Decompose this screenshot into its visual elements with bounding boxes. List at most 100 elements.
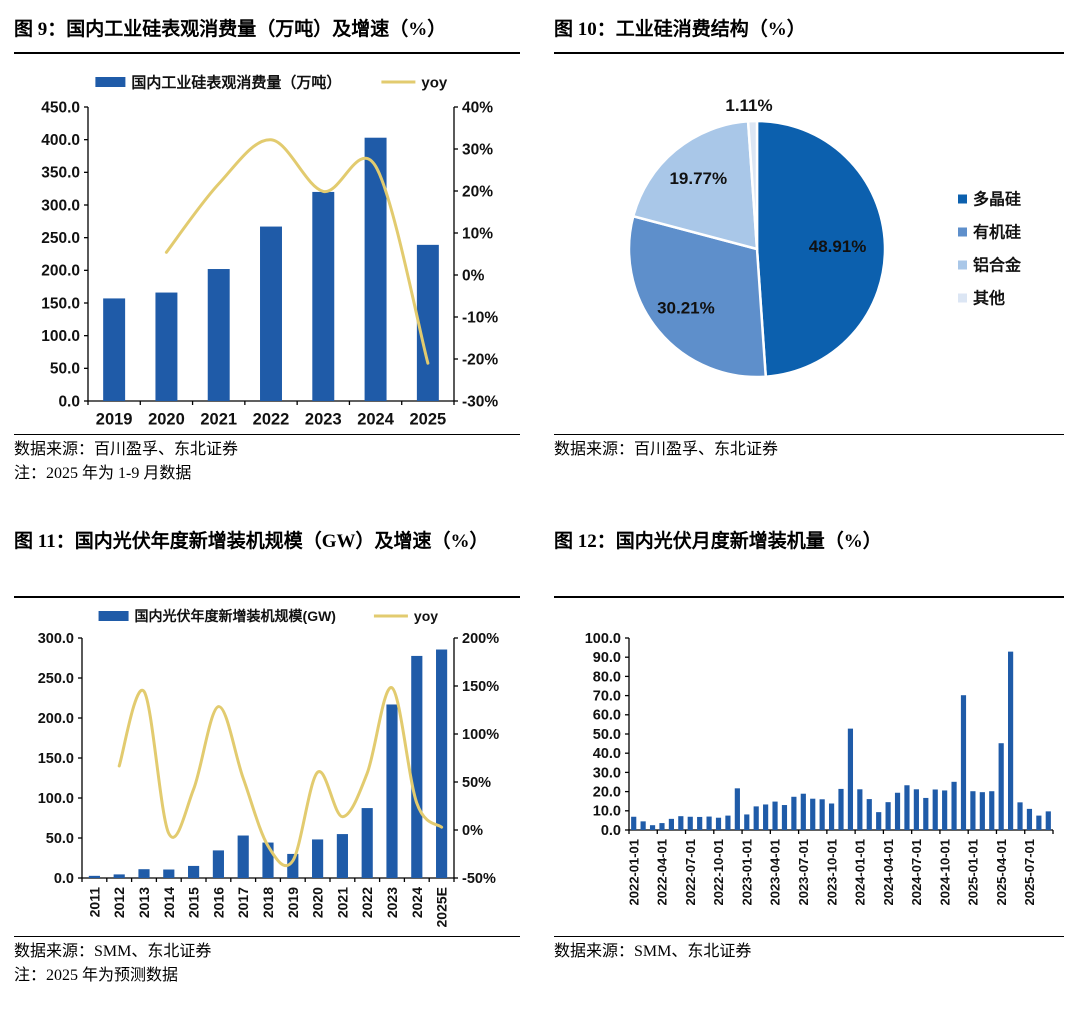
left-axis-label: 250.0 (38, 671, 74, 687)
bar-2022-01-01 (631, 816, 637, 830)
figure9-chart-area: 0.0 50.0 100.0 150.0 200.0 250.0 300.0 350.0 400… (14, 54, 520, 434)
bar-2025-01-01 (970, 791, 976, 830)
x-axis-label: 2023-04-01 (768, 839, 783, 906)
right-axis-label: 30% (462, 141, 493, 158)
pie-slice-有机硅 (627, 214, 768, 379)
figure-12: 图 12：国内光伏月度新增装机量（%） 0.0 10.0 20.0 30.0 40.0 5… (554, 528, 1064, 964)
left-axis-label: 50.0 (46, 831, 74, 847)
x-axis-label: 2014 (161, 887, 177, 918)
figure9-note: 注：2025 年为 1-9 月数据 (14, 465, 192, 482)
left-axis-label: 40.0 (593, 746, 621, 762)
pie-slice-其他 (746, 119, 759, 251)
bar-2023-10-01 (828, 803, 835, 830)
right-axis-label: -30% (462, 393, 498, 410)
figure11-chart-area: 0.0 50.0 100.0 150.0 200.0 250.0 300.0 -50% 0% 50… (14, 598, 520, 936)
bar-2024-01-01 (857, 789, 863, 830)
pie-label-多晶硅: 48.91% (809, 237, 867, 256)
left-axis-label: 60.0 (593, 708, 621, 724)
figure9-source: 数据来源：百川盈孚、东北证券 (14, 441, 239, 458)
left-axis-label: 0.0 (54, 871, 74, 887)
figure10-source-block: 数据来源：百川盈孚、东北证券 (554, 434, 1064, 462)
bar-2018 (262, 842, 274, 878)
bar-2025-02-01 (979, 792, 985, 830)
bar-2022-03-01 (649, 825, 656, 830)
bar-2022 (361, 808, 373, 878)
x-axis-label: 2012 (111, 887, 127, 918)
bar-2024-10-01 (942, 790, 948, 830)
left-axis-label: 70.0 (593, 689, 621, 705)
x-axis-label: 2023-10-01 (824, 839, 839, 906)
left-axis-label: 30.0 (593, 765, 621, 781)
x-axis-label: 2021 (334, 887, 350, 918)
left-axis-label: 450.0 (41, 99, 80, 116)
legend-swatch-有机硅 (958, 227, 967, 237)
right-axis-label: 100% (462, 727, 499, 743)
bar-2023-04-01 (772, 801, 778, 830)
left-axis-label: 350.0 (41, 165, 80, 182)
figure10-source: 数据来源：百川盈孚、东北证券 (554, 441, 779, 458)
right-axis-label: 0% (462, 267, 485, 284)
x-axis-label: 2024-10-01 (937, 839, 952, 906)
x-axis-label: 2021 (200, 411, 237, 429)
bar-2023-05-01 (781, 805, 788, 830)
x-axis-label: 2025 (409, 411, 446, 429)
right-axis-label: -10% (462, 309, 498, 326)
legend-label-多晶硅: 多晶硅 (973, 190, 1021, 209)
x-axis-label: 2022-04-01 (655, 839, 670, 906)
bar-2023-08-01 (810, 798, 816, 830)
left-axis-label: 400.0 (41, 132, 80, 149)
x-axis-label: 2019 (285, 887, 301, 918)
left-axis-label: 250.0 (41, 230, 80, 247)
yoy-line (117, 686, 444, 868)
bar-2019 (103, 298, 126, 401)
bar-2021 (336, 834, 348, 878)
bar-2024-03-01 (876, 812, 882, 830)
bar-2025-05-01 (1008, 651, 1014, 830)
bar-2022-10-01 (715, 817, 722, 830)
legend-line-label: yoy (421, 74, 448, 91)
bar-2023-07-01 (800, 793, 806, 830)
legend-bar-swatch (98, 611, 129, 621)
legend-swatch-多晶硅 (958, 194, 967, 204)
bar-2024-02-01 (866, 799, 872, 830)
pie-slice-多晶硅 (755, 119, 887, 378)
right-axis-label: -20% (462, 351, 498, 368)
x-axis-label: 2022-10-01 (711, 839, 726, 906)
bar-2023 (312, 191, 335, 401)
bar-2021 (207, 269, 230, 401)
bar-2023-09-01 (819, 799, 825, 830)
bar-2025-03-01 (989, 791, 995, 830)
bar-2025-09-01 (1045, 811, 1051, 830)
figure11-chart: 0.0 50.0 100.0 150.0 200.0 250.0 300.0 -50% 0% 50… (38, 608, 499, 927)
x-axis-label: 2024-01-01 (853, 839, 868, 906)
bar-2025-06-01 (1017, 802, 1023, 830)
bar-2024-06-01 (904, 785, 910, 830)
x-axis-label: 2020 (310, 887, 326, 918)
legend-label-其他: 其他 (973, 289, 1005, 308)
pie-slice-铝合金 (632, 120, 759, 251)
figure12-chart-area: 0.0 10.0 20.0 30.0 40.0 50.0 60.0 70.0 80.0 90.0 1… (554, 598, 1064, 936)
x-axis-label: 2022-07-01 (683, 839, 698, 906)
left-axis-label: 100.0 (585, 631, 621, 647)
figure11-source-block: 数据来源：SMM、东北证券 注：2025 年为预测数据 (14, 936, 520, 988)
bar-2023-01-01 (744, 814, 750, 830)
left-axis-label: 300.0 (38, 631, 74, 647)
figure10-title: 图 10：工业硅消费结构（%） (554, 16, 1064, 54)
x-axis-label: 2024 (409, 887, 425, 918)
right-axis-label: 0% (462, 823, 483, 839)
left-axis-label: 0.0 (601, 823, 621, 839)
x-axis-label: 2019 (96, 411, 133, 429)
right-axis-label: 10% (462, 225, 493, 242)
figure12-title: 图 12：国内光伏月度新增装机量（%） (554, 528, 1064, 598)
right-axis-label: 40% (462, 99, 493, 116)
bar-2020 (312, 839, 324, 878)
left-axis-label: 150.0 (41, 295, 80, 312)
right-axis-label: 200% (462, 631, 499, 647)
legend-bar-label: 国内工业硅表观消费量（万吨） (131, 73, 341, 91)
bar-2022-02-01 (640, 821, 646, 830)
bar-2022-05-01 (668, 818, 674, 830)
bar-2024-05-01 (894, 792, 901, 830)
x-axis-label: 2015 (186, 887, 202, 918)
figure11-note: 注：2025 年为预测数据 (14, 967, 179, 984)
left-axis-label: 200.0 (41, 263, 80, 280)
